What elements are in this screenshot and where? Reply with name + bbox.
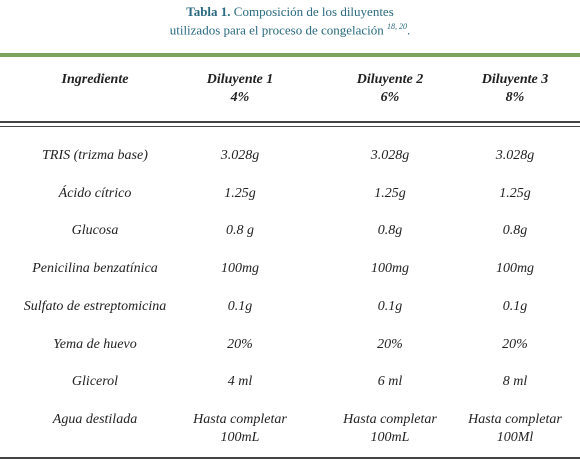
- cell-line: Hasta completar: [468, 411, 562, 427]
- table-cell: 0.1g: [503, 298, 528, 316]
- caption-refs: 18, 20: [387, 22, 408, 31]
- table-cell: Hasta completar 100mL: [343, 411, 437, 447]
- table-cell: 4 ml: [228, 373, 253, 391]
- cell-line: Penicilina benzatínica: [32, 261, 158, 277]
- table-cell: Sulfato de estreptomicina: [24, 298, 167, 316]
- cell-line: Diluyente 1: [206, 72, 274, 87]
- table-cell: Agua destilada: [53, 411, 137, 429]
- cell-line: 4%: [230, 90, 250, 105]
- cell-line: Diluyente 2: [356, 72, 424, 87]
- cell-line: 0.8g: [377, 223, 403, 239]
- table-cell: 1.25g: [499, 185, 531, 203]
- cell-line: 0.8 g: [226, 223, 254, 239]
- cell-line: Glicerol: [71, 374, 119, 390]
- cell-line: 3.028g: [495, 148, 535, 163]
- table-cell: 20%: [227, 336, 253, 354]
- table-cell: Ácido cítrico: [59, 185, 132, 203]
- cell-line: 20%: [377, 336, 403, 352]
- cell-line: 1.25g: [499, 185, 531, 201]
- table-cell: 100mg: [496, 260, 534, 278]
- header-rule: [0, 121, 580, 123]
- cell-line: Agua destilada: [52, 411, 138, 427]
- cell-line: 100mg: [220, 261, 260, 277]
- cell-line: TRIS (trizma base): [42, 148, 148, 163]
- cell-line: Sulfato de estreptomicina: [23, 298, 167, 314]
- cell-line: Glucosa: [71, 223, 119, 239]
- table-cell: 100mg: [221, 260, 259, 278]
- caption-line: Tabla 1. Composición de los diluyentes: [0, 4, 580, 20]
- caption-line: utilizados para el proceso de congelació…: [0, 22, 580, 38]
- cell-line: 1.25g: [374, 185, 406, 201]
- cell-line: 100Ml: [496, 429, 534, 445]
- cell-line: 0.1g: [227, 298, 253, 314]
- cell-line: 6%: [380, 90, 400, 105]
- table-cell: Hasta completar 100mL: [193, 411, 287, 447]
- table-cell: 0.1g: [378, 298, 403, 316]
- bottom-rule: [0, 457, 580, 459]
- cell-line: 0.1g: [502, 298, 528, 314]
- table-cell: 1.25g: [224, 185, 256, 203]
- table-cell: 0.8g: [378, 222, 403, 240]
- cell-line: Yema de huevo: [53, 336, 137, 352]
- table-cell: 0.1g: [228, 298, 253, 316]
- table-cell: 20%: [502, 336, 528, 354]
- cell-line: 20%: [502, 336, 528, 352]
- header-cell: Diluyente 2 6%: [357, 71, 424, 107]
- table-cell: 6 ml: [378, 373, 403, 391]
- table-cell: Penicilina benzatínica: [32, 260, 158, 278]
- table-cell: 0.8 g: [226, 222, 254, 240]
- cell-line: 3.028g: [370, 148, 410, 163]
- header-cell: Diluyente 1 4%: [207, 71, 274, 107]
- table-cell: 3.028g: [496, 147, 535, 165]
- table-cell: Hasta completar 100Ml: [468, 411, 562, 447]
- cell-line: 4 ml: [227, 374, 253, 390]
- caption-end: .: [407, 22, 411, 38]
- caption-text: Composición de los diluyentes: [233, 4, 394, 19]
- table-cell: 1.25g: [374, 185, 406, 203]
- cell-line: Hasta completar: [193, 411, 287, 427]
- cell-line: 20%: [227, 336, 253, 352]
- table-cell: TRIS (trizma base): [42, 147, 148, 165]
- table-cell: 20%: [377, 336, 403, 354]
- cell-line: 8 ml: [502, 374, 528, 390]
- table-cell: 3.028g: [371, 147, 410, 165]
- cell-line: Ingrediente: [61, 72, 129, 87]
- table-cell: 8 ml: [503, 373, 528, 391]
- cell-line: 6 ml: [377, 374, 403, 390]
- table-cell: 100mg: [371, 260, 409, 278]
- cell-line: Diluyente 3: [481, 72, 549, 87]
- top-rule: [0, 53, 580, 57]
- table-cell: 0.8g: [503, 222, 528, 240]
- cell-line: Hasta completar: [343, 411, 437, 427]
- header-cell: Ingrediente: [62, 71, 129, 89]
- cell-line: 1.25g: [224, 185, 256, 201]
- caption-text: utilizados para el proceso de congelació…: [169, 22, 384, 38]
- header-cell: Diluyente 3 8%: [482, 71, 549, 107]
- cell-line: 100mg: [370, 261, 410, 277]
- table-cell: Glicerol: [72, 373, 118, 391]
- table-cell: Yema de huevo: [53, 336, 136, 354]
- cell-line: 100mL: [220, 429, 260, 445]
- cell-line: 0.8g: [502, 223, 528, 239]
- cell-line: 100mg: [495, 261, 535, 277]
- cell-line: 8%: [505, 90, 525, 105]
- cell-line: 0.1g: [377, 298, 403, 314]
- header-rule: [0, 126, 580, 127]
- table-cell: 3.028g: [221, 147, 260, 165]
- cell-line: 3.028g: [220, 148, 260, 163]
- cell-line: Ácido cítrico: [58, 185, 132, 201]
- caption-label: Tabla 1.: [186, 4, 231, 19]
- cell-line: 100mL: [370, 429, 410, 445]
- table-cell: Glucosa: [72, 222, 119, 240]
